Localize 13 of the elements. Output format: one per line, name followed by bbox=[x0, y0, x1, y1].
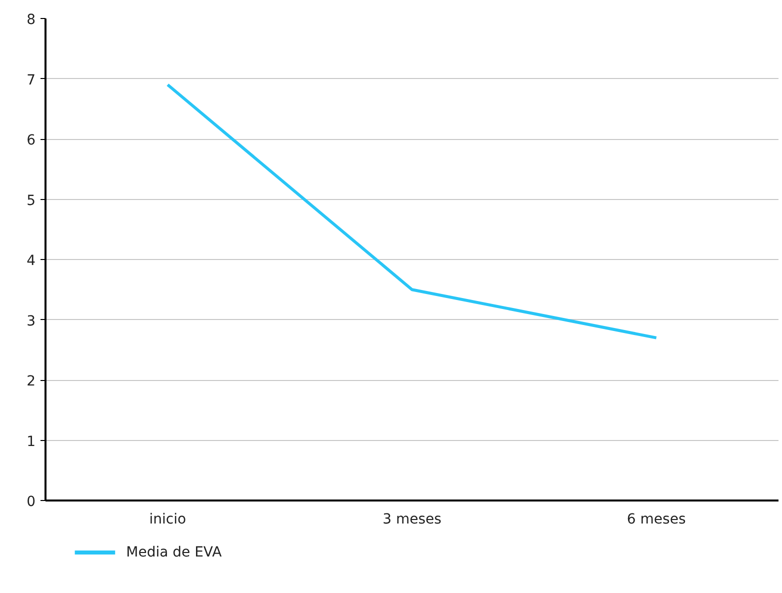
y-tick-label: 7 bbox=[26, 72, 36, 88]
y-tick-label: 4 bbox=[26, 253, 36, 269]
legend-label: Media de EVA bbox=[126, 544, 222, 560]
x-tick-label: inicio bbox=[149, 512, 186, 528]
y-tick-label: 6 bbox=[26, 132, 36, 148]
y-tick-label: 2 bbox=[26, 374, 36, 390]
y-tick-label: 8 bbox=[26, 12, 36, 28]
y-tick-label: 3 bbox=[26, 313, 36, 330]
x-tick-label: 6 meses bbox=[626, 512, 686, 528]
y-tick-label: 0 bbox=[26, 494, 36, 510]
y-tick-label: 5 bbox=[26, 192, 36, 209]
y-tick-label: 1 bbox=[26, 434, 36, 450]
x-tick-label: 3 meses bbox=[382, 512, 442, 528]
